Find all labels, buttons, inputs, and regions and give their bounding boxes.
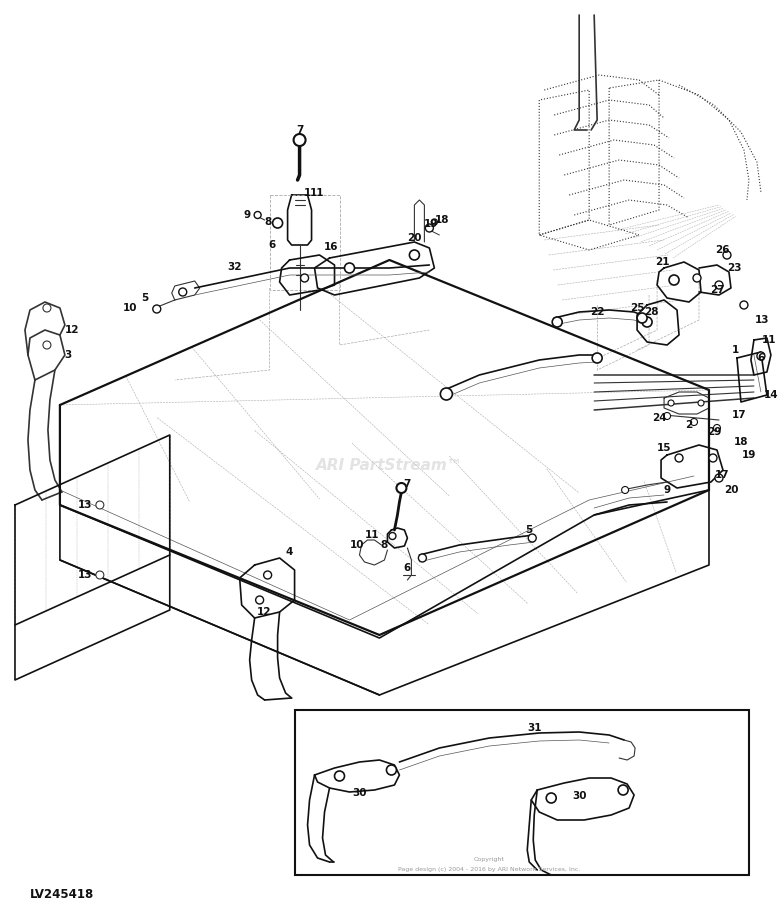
Circle shape [664, 412, 671, 420]
Circle shape [43, 304, 51, 312]
Text: 32: 32 [228, 262, 242, 272]
Text: 30: 30 [572, 791, 587, 801]
Circle shape [698, 400, 704, 406]
Circle shape [757, 352, 765, 360]
Circle shape [618, 785, 628, 795]
Text: 9: 9 [243, 210, 250, 220]
Text: 28: 28 [644, 307, 658, 317]
Circle shape [273, 218, 282, 228]
Circle shape [153, 305, 161, 313]
Circle shape [668, 400, 674, 406]
Text: 5: 5 [526, 525, 533, 535]
Circle shape [396, 483, 406, 493]
Text: 26: 26 [714, 245, 729, 255]
Text: 7: 7 [404, 479, 411, 489]
Circle shape [254, 211, 261, 218]
Circle shape [389, 532, 396, 540]
Text: 6: 6 [757, 353, 764, 363]
Bar [295, 710, 749, 875]
Circle shape [715, 474, 723, 482]
Text: 18: 18 [435, 215, 449, 225]
Text: 8: 8 [381, 540, 388, 550]
Text: 30: 30 [353, 788, 367, 798]
Text: 4: 4 [286, 547, 293, 557]
Text: 16: 16 [324, 242, 339, 252]
Text: 13: 13 [78, 570, 92, 580]
Text: 12: 12 [65, 325, 79, 335]
Text: 18: 18 [734, 437, 748, 447]
Text: 14: 14 [764, 390, 778, 400]
Circle shape [723, 251, 731, 259]
Text: 12: 12 [257, 607, 271, 617]
Text: LV245418: LV245418 [30, 888, 94, 902]
Circle shape [690, 419, 697, 426]
Text: 1: 1 [732, 345, 739, 355]
Circle shape [345, 263, 354, 273]
Circle shape [675, 454, 683, 462]
Circle shape [386, 765, 396, 775]
Circle shape [669, 275, 679, 285]
Circle shape [410, 250, 420, 260]
Text: 29: 29 [707, 427, 722, 437]
Circle shape [43, 341, 51, 349]
Text: 24: 24 [652, 413, 666, 423]
Circle shape [622, 487, 629, 493]
Text: 3: 3 [64, 350, 72, 360]
Text: 20: 20 [724, 485, 738, 495]
Text: 22: 22 [590, 307, 604, 317]
Circle shape [256, 596, 264, 604]
Text: 7: 7 [296, 125, 303, 135]
Circle shape [96, 571, 104, 579]
Text: 1: 1 [304, 188, 311, 198]
Circle shape [552, 317, 562, 327]
Circle shape [431, 219, 438, 225]
Text: 10: 10 [350, 540, 365, 550]
Text: 20: 20 [407, 233, 422, 243]
Circle shape [441, 388, 452, 400]
Text: 27: 27 [710, 285, 725, 295]
Circle shape [637, 313, 647, 323]
Circle shape [740, 301, 748, 309]
Circle shape [715, 281, 723, 289]
Text: 17: 17 [714, 470, 729, 480]
Circle shape [693, 274, 701, 282]
Text: 23: 23 [727, 263, 741, 273]
Circle shape [642, 317, 652, 327]
Circle shape [264, 571, 271, 579]
Circle shape [300, 274, 309, 282]
Circle shape [709, 454, 717, 462]
Text: 2: 2 [686, 420, 693, 430]
Text: 11: 11 [365, 530, 380, 540]
Text: 19: 19 [742, 450, 756, 460]
Circle shape [528, 534, 536, 542]
Text: 15: 15 [657, 443, 672, 453]
Circle shape [293, 134, 306, 146]
Text: 5: 5 [141, 293, 148, 303]
Text: 10: 10 [122, 303, 137, 313]
Text: 9: 9 [664, 485, 671, 495]
Text: 8: 8 [264, 217, 271, 227]
Text: ARI PartStream™: ARI PartStream™ [316, 458, 463, 472]
Text: 21: 21 [654, 257, 669, 267]
Circle shape [592, 353, 602, 363]
Text: 6: 6 [404, 563, 411, 573]
Text: Page design (c) 2004 - 2016 by ARI Network Services, Inc.: Page design (c) 2004 - 2016 by ARI Netwo… [398, 867, 580, 873]
Circle shape [335, 771, 345, 781]
Text: Copyright: Copyright [474, 857, 505, 863]
Text: 11: 11 [310, 188, 324, 198]
Text: 13: 13 [755, 315, 769, 325]
Circle shape [425, 224, 434, 232]
Text: 11: 11 [761, 335, 776, 345]
Text: 17: 17 [732, 410, 746, 420]
Text: 19: 19 [424, 219, 438, 229]
Circle shape [418, 554, 427, 562]
Text: 25: 25 [629, 303, 644, 313]
Text: 6: 6 [268, 240, 275, 250]
Circle shape [179, 288, 186, 296]
Text: 31: 31 [527, 723, 541, 733]
Circle shape [714, 424, 721, 431]
Circle shape [546, 793, 556, 803]
Text: 13: 13 [78, 500, 92, 510]
Circle shape [96, 501, 104, 509]
